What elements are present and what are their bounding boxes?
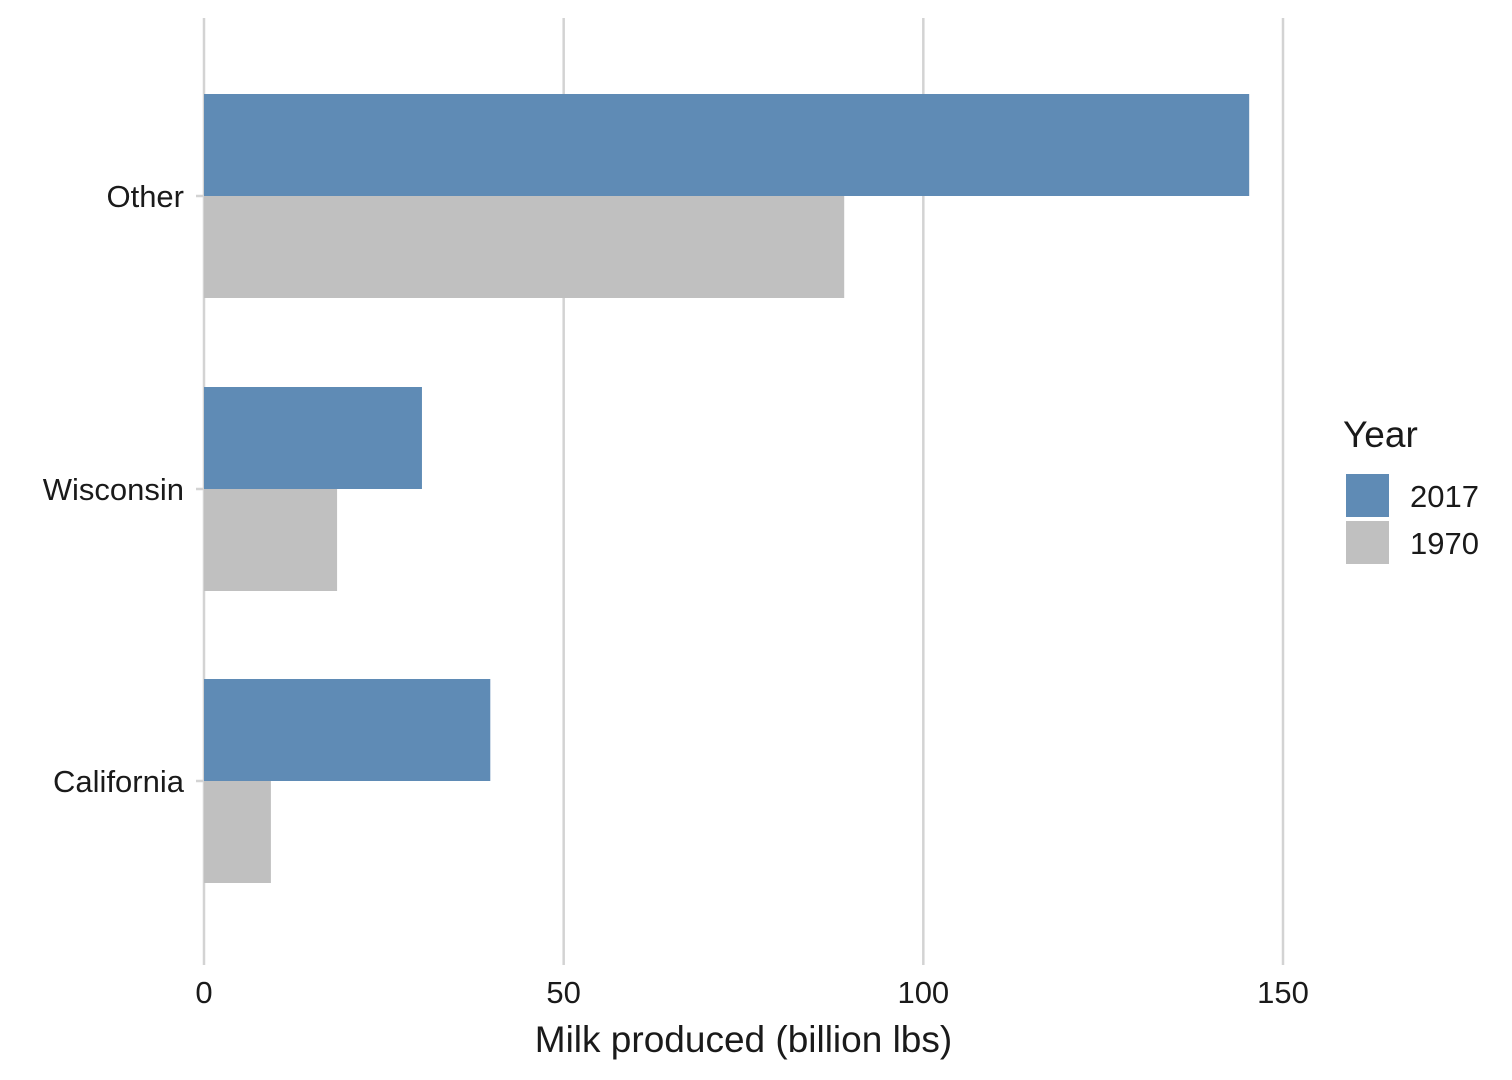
x-tick-label: 150 bbox=[1257, 975, 1309, 1010]
legend-title: Year bbox=[1343, 414, 1418, 455]
legend-swatch-1970 bbox=[1346, 521, 1389, 564]
x-axis-title: Milk produced (billion lbs) bbox=[535, 1019, 952, 1060]
x-tick-label: 100 bbox=[897, 975, 949, 1010]
y-tick-label: Wisconsin bbox=[43, 472, 184, 507]
x-axis: 0 50 100 150 bbox=[195, 975, 1308, 1010]
bar-wisconsin-1970 bbox=[204, 489, 338, 591]
x-tick-label: 0 bbox=[195, 975, 212, 1010]
bar-california-2017 bbox=[204, 679, 491, 781]
bar-california-1970 bbox=[204, 781, 271, 883]
legend-label-1970: 1970 bbox=[1410, 526, 1479, 561]
bars bbox=[204, 94, 1250, 883]
bar-other-1970 bbox=[204, 196, 845, 298]
x-tick-label: 50 bbox=[546, 975, 580, 1010]
legend: Year 2017 1970 bbox=[1343, 414, 1479, 564]
y-axis: Other Wisconsin California bbox=[43, 179, 204, 799]
y-tick-label: California bbox=[53, 764, 185, 799]
y-tick-label: Other bbox=[106, 179, 184, 214]
legend-label-2017: 2017 bbox=[1410, 479, 1479, 514]
bar-wisconsin-2017 bbox=[204, 387, 422, 489]
legend-swatch-2017 bbox=[1346, 474, 1389, 517]
bar-other-2017 bbox=[204, 94, 1250, 196]
